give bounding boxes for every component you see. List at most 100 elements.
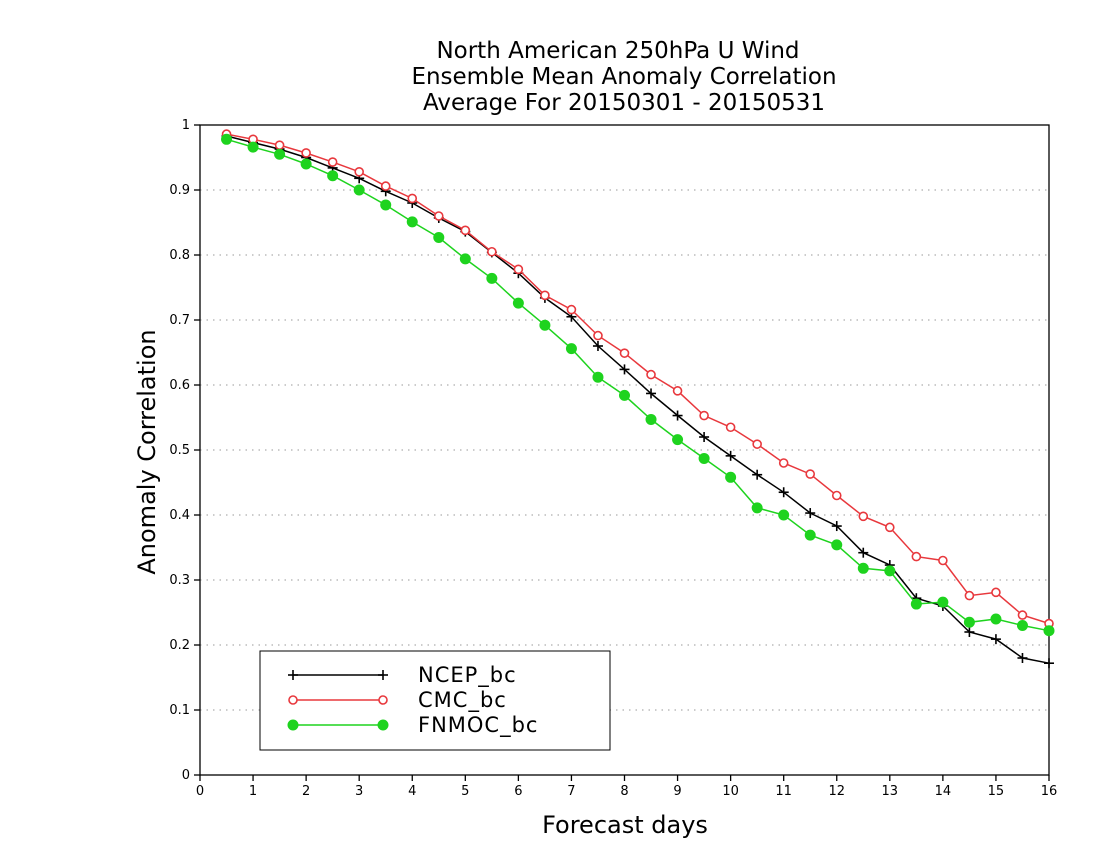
legend-entry-ncep-bc: NCEP_bc	[288, 663, 516, 688]
data-point-cmc-bc	[938, 555, 948, 566]
x-tick-label: 1	[249, 784, 257, 799]
data-point-cmc-bc	[964, 590, 975, 601]
data-point-fnmoc-bc	[937, 596, 949, 608]
legend-label: FNMOC_bc	[418, 713, 538, 738]
x-tick-label: 9	[673, 784, 681, 799]
data-point-cmc-bc	[752, 439, 762, 449]
data-point-fnmoc-bc	[831, 539, 843, 551]
data-point-cmc-bc	[831, 490, 842, 501]
data-point-cmc-bc	[460, 225, 471, 236]
data-point-cmc-bc	[487, 246, 497, 257]
data-point-cmc-bc	[301, 148, 311, 158]
x-tick-label: 6	[514, 784, 522, 799]
y-tick-label: 0.4	[169, 508, 190, 523]
data-point-fnmoc-bc	[698, 452, 710, 464]
data-point-fnmoc-bc	[619, 389, 630, 401]
x-tick-label: 15	[988, 784, 1005, 799]
y-axis-label: Anomaly Correlation	[133, 329, 161, 574]
data-point-ncep-bc	[646, 388, 657, 399]
data-point-fnmoc-bc	[433, 231, 445, 243]
y-tick-label: 0.3	[169, 573, 190, 588]
data-point-cmc-bc	[1017, 610, 1028, 620]
data-point-cmc-bc	[646, 369, 656, 380]
data-point-cmc-bc	[407, 193, 418, 204]
series-cmc-bc	[221, 129, 1054, 629]
x-tick-label: 7	[567, 784, 575, 799]
data-point-ncep-bc	[1017, 653, 1028, 663]
x-tick-label: 5	[461, 784, 469, 799]
legend-marker	[288, 695, 298, 705]
data-point-cmc-bc	[699, 410, 709, 421]
data-point-fnmoc-bc	[539, 319, 551, 331]
data-point-cmc-bc	[805, 469, 816, 479]
data-point-fnmoc-bc	[592, 371, 604, 383]
legend-entry-fnmoc-bc: FNMOC_bc	[287, 713, 538, 738]
x-axis-label: Forecast days	[542, 811, 708, 839]
data-point-fnmoc-bc	[884, 565, 896, 577]
legend-label: CMC_bc	[418, 688, 507, 713]
data-point-fnmoc-bc	[857, 562, 869, 574]
x-tick-label: 16	[1041, 784, 1058, 799]
y-tick-label: 0	[182, 768, 190, 783]
y-tick-label: 0.1	[169, 703, 190, 718]
data-point-cmc-bc	[778, 458, 789, 468]
data-point-cmc-bc	[593, 330, 603, 341]
legend-marker	[377, 719, 389, 731]
chart-title-line-1: North American 250hPa U Wind	[436, 38, 799, 64]
data-point-ncep-bc	[805, 508, 816, 519]
series-line-ncep-bc	[226, 135, 1050, 664]
data-point-ncep-bc	[1044, 658, 1054, 669]
data-point-fnmoc-bc	[459, 253, 471, 265]
y-tick-label: 0.5	[169, 443, 190, 458]
x-tick-label: 10	[722, 784, 739, 799]
data-point-fnmoc-bc	[300, 158, 312, 170]
data-point-cmc-bc	[433, 211, 444, 221]
data-point-fnmoc-bc	[910, 598, 922, 610]
data-point-ncep-bc	[592, 341, 603, 351]
y-tick-label: 0.2	[169, 638, 190, 653]
x-tick-label: 11	[775, 784, 792, 799]
legend-marker	[288, 670, 298, 680]
data-point-fnmoc-bc	[486, 272, 498, 284]
data-point-ncep-bc	[619, 364, 630, 375]
data-point-fnmoc-bc	[990, 613, 1002, 625]
data-point-fnmoc-bc	[1016, 620, 1028, 631]
data-point-ncep-bc	[858, 547, 869, 558]
x-tick-label: 13	[882, 784, 899, 799]
x-tick-label: 8	[620, 784, 628, 799]
data-point-ncep-bc	[699, 432, 710, 442]
x-tick-label: 3	[355, 784, 363, 799]
legend-entry-cmc-bc: CMC_bc	[288, 688, 507, 713]
data-point-fnmoc-bc	[751, 502, 763, 514]
x-tick-label: 12	[828, 784, 845, 799]
data-point-cmc-bc	[380, 181, 391, 191]
data-point-fnmoc-bc	[778, 509, 790, 521]
data-point-cmc-bc	[354, 167, 364, 177]
series-ncep-bc	[221, 131, 1054, 669]
y-tick-label: 0.8	[169, 248, 190, 263]
data-point-fnmoc-bc	[1043, 625, 1055, 637]
data-point-cmc-bc	[566, 304, 577, 315]
data-point-cmc-bc	[672, 386, 683, 396]
legend-marker	[287, 719, 299, 731]
data-point-ncep-bc	[672, 410, 683, 421]
chart-title-line-3: Average For 20150301 - 20150531	[423, 90, 825, 116]
chart-title-line-2: Ensemble Mean Anomaly Correlation	[411, 64, 836, 90]
data-point-ncep-bc	[964, 627, 975, 637]
data-point-ncep-bc	[831, 521, 842, 532]
data-point-cmc-bc	[725, 422, 736, 433]
data-point-fnmoc-bc	[406, 216, 418, 228]
data-point-ncep-bc	[990, 634, 1001, 645]
data-point-cmc-bc	[513, 264, 524, 275]
data-point-cmc-bc	[991, 587, 1001, 598]
x-tick-label: 4	[408, 784, 416, 799]
y-tick-label: 0.6	[169, 378, 190, 393]
axis-ticks: 00.10.20.30.40.50.60.70.80.910 1 2 3 4 5 6 7 8 9 1…	[169, 118, 1057, 799]
data-point-ncep-bc	[778, 487, 789, 498]
data-point-cmc-bc	[858, 511, 869, 522]
data-point-cmc-bc	[619, 348, 630, 358]
data-point-cmc-bc	[540, 290, 550, 301]
